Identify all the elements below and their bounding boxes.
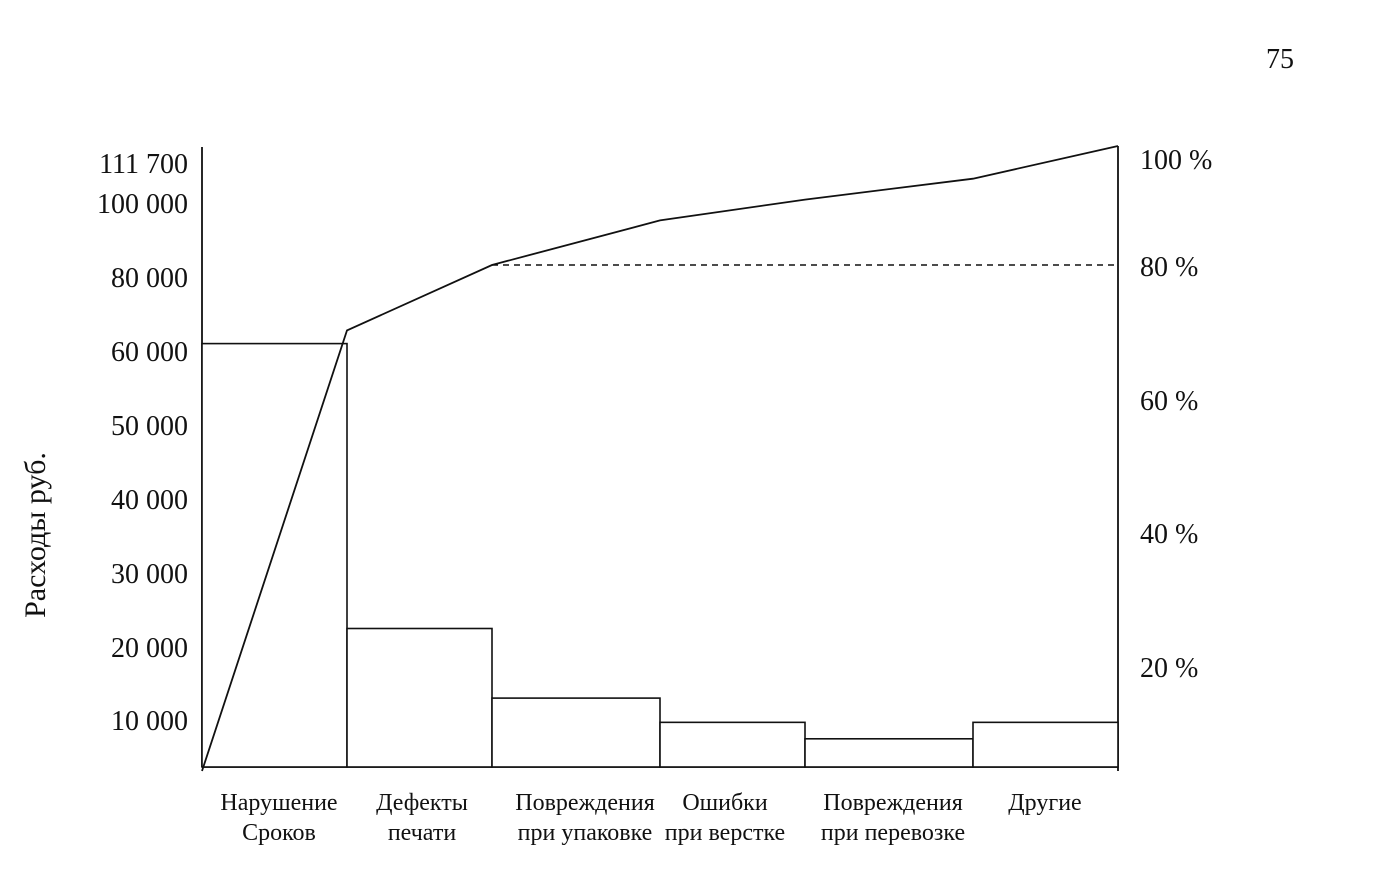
- category-label-line: при верстке: [665, 820, 785, 846]
- category-label-line: при перевозке: [821, 820, 965, 846]
- category-label-line: Нарушение: [220, 790, 337, 816]
- category-label-line: Ошибки: [682, 790, 768, 816]
- right-tick-label: 80 %: [1140, 252, 1198, 283]
- left-tick-label: 50 000: [111, 411, 188, 442]
- right-tick-label: 20 %: [1140, 653, 1198, 684]
- bars-layer: [201, 342, 1119, 768]
- left-tick-label: 100 000: [97, 189, 188, 220]
- cumulative-line: [201, 145, 1119, 772]
- category-label-line: Повреждения: [515, 790, 655, 816]
- category-label-line: Дефекты: [376, 790, 468, 816]
- bar-6: [972, 721, 1119, 768]
- category-label: Нарушение Сроков: [220, 790, 337, 846]
- left-tick-label: 20 000: [111, 633, 188, 664]
- left-tick-label: 10 000: [111, 706, 188, 737]
- labels-layer: 111 700 100 000 80 000 60 000 50 000 40 000 30…: [19, 145, 1212, 846]
- category-label: Другие: [1008, 790, 1081, 816]
- category-label: Повреждения при перевозке: [821, 790, 965, 846]
- category-label-line: Повреждения: [823, 790, 963, 816]
- right-tick-label: 40 %: [1140, 519, 1198, 550]
- category-label-line: при упаковке: [518, 820, 653, 846]
- right-tick-label: 60 %: [1140, 386, 1198, 417]
- bar-3: [491, 697, 661, 768]
- left-tick-label: 30 000: [111, 559, 188, 590]
- category-label-line: Другие: [1008, 790, 1081, 816]
- category-label: Дефекты печати: [376, 790, 468, 846]
- left-tick-label: 80 000: [111, 263, 188, 294]
- category-label-line: Сроков: [242, 820, 316, 846]
- category-label: Повреждения при упаковке: [515, 790, 655, 846]
- bar-4: [659, 721, 806, 768]
- right-tick-label: 100 %: [1140, 145, 1212, 176]
- left-tick-label: 60 000: [111, 337, 188, 368]
- left-tick-label: 40 000: [111, 485, 188, 516]
- bar-2: [346, 627, 493, 768]
- bar-5: [804, 737, 974, 768]
- page-number: 75: [1266, 44, 1294, 75]
- category-label: Ошибки при верстке: [665, 790, 785, 846]
- category-label-line: печати: [388, 820, 456, 846]
- left-tick-label: 111 700: [99, 149, 188, 180]
- y-axis-label: Расходы руб.: [19, 452, 52, 618]
- cumulative-layer: [201, 145, 1119, 772]
